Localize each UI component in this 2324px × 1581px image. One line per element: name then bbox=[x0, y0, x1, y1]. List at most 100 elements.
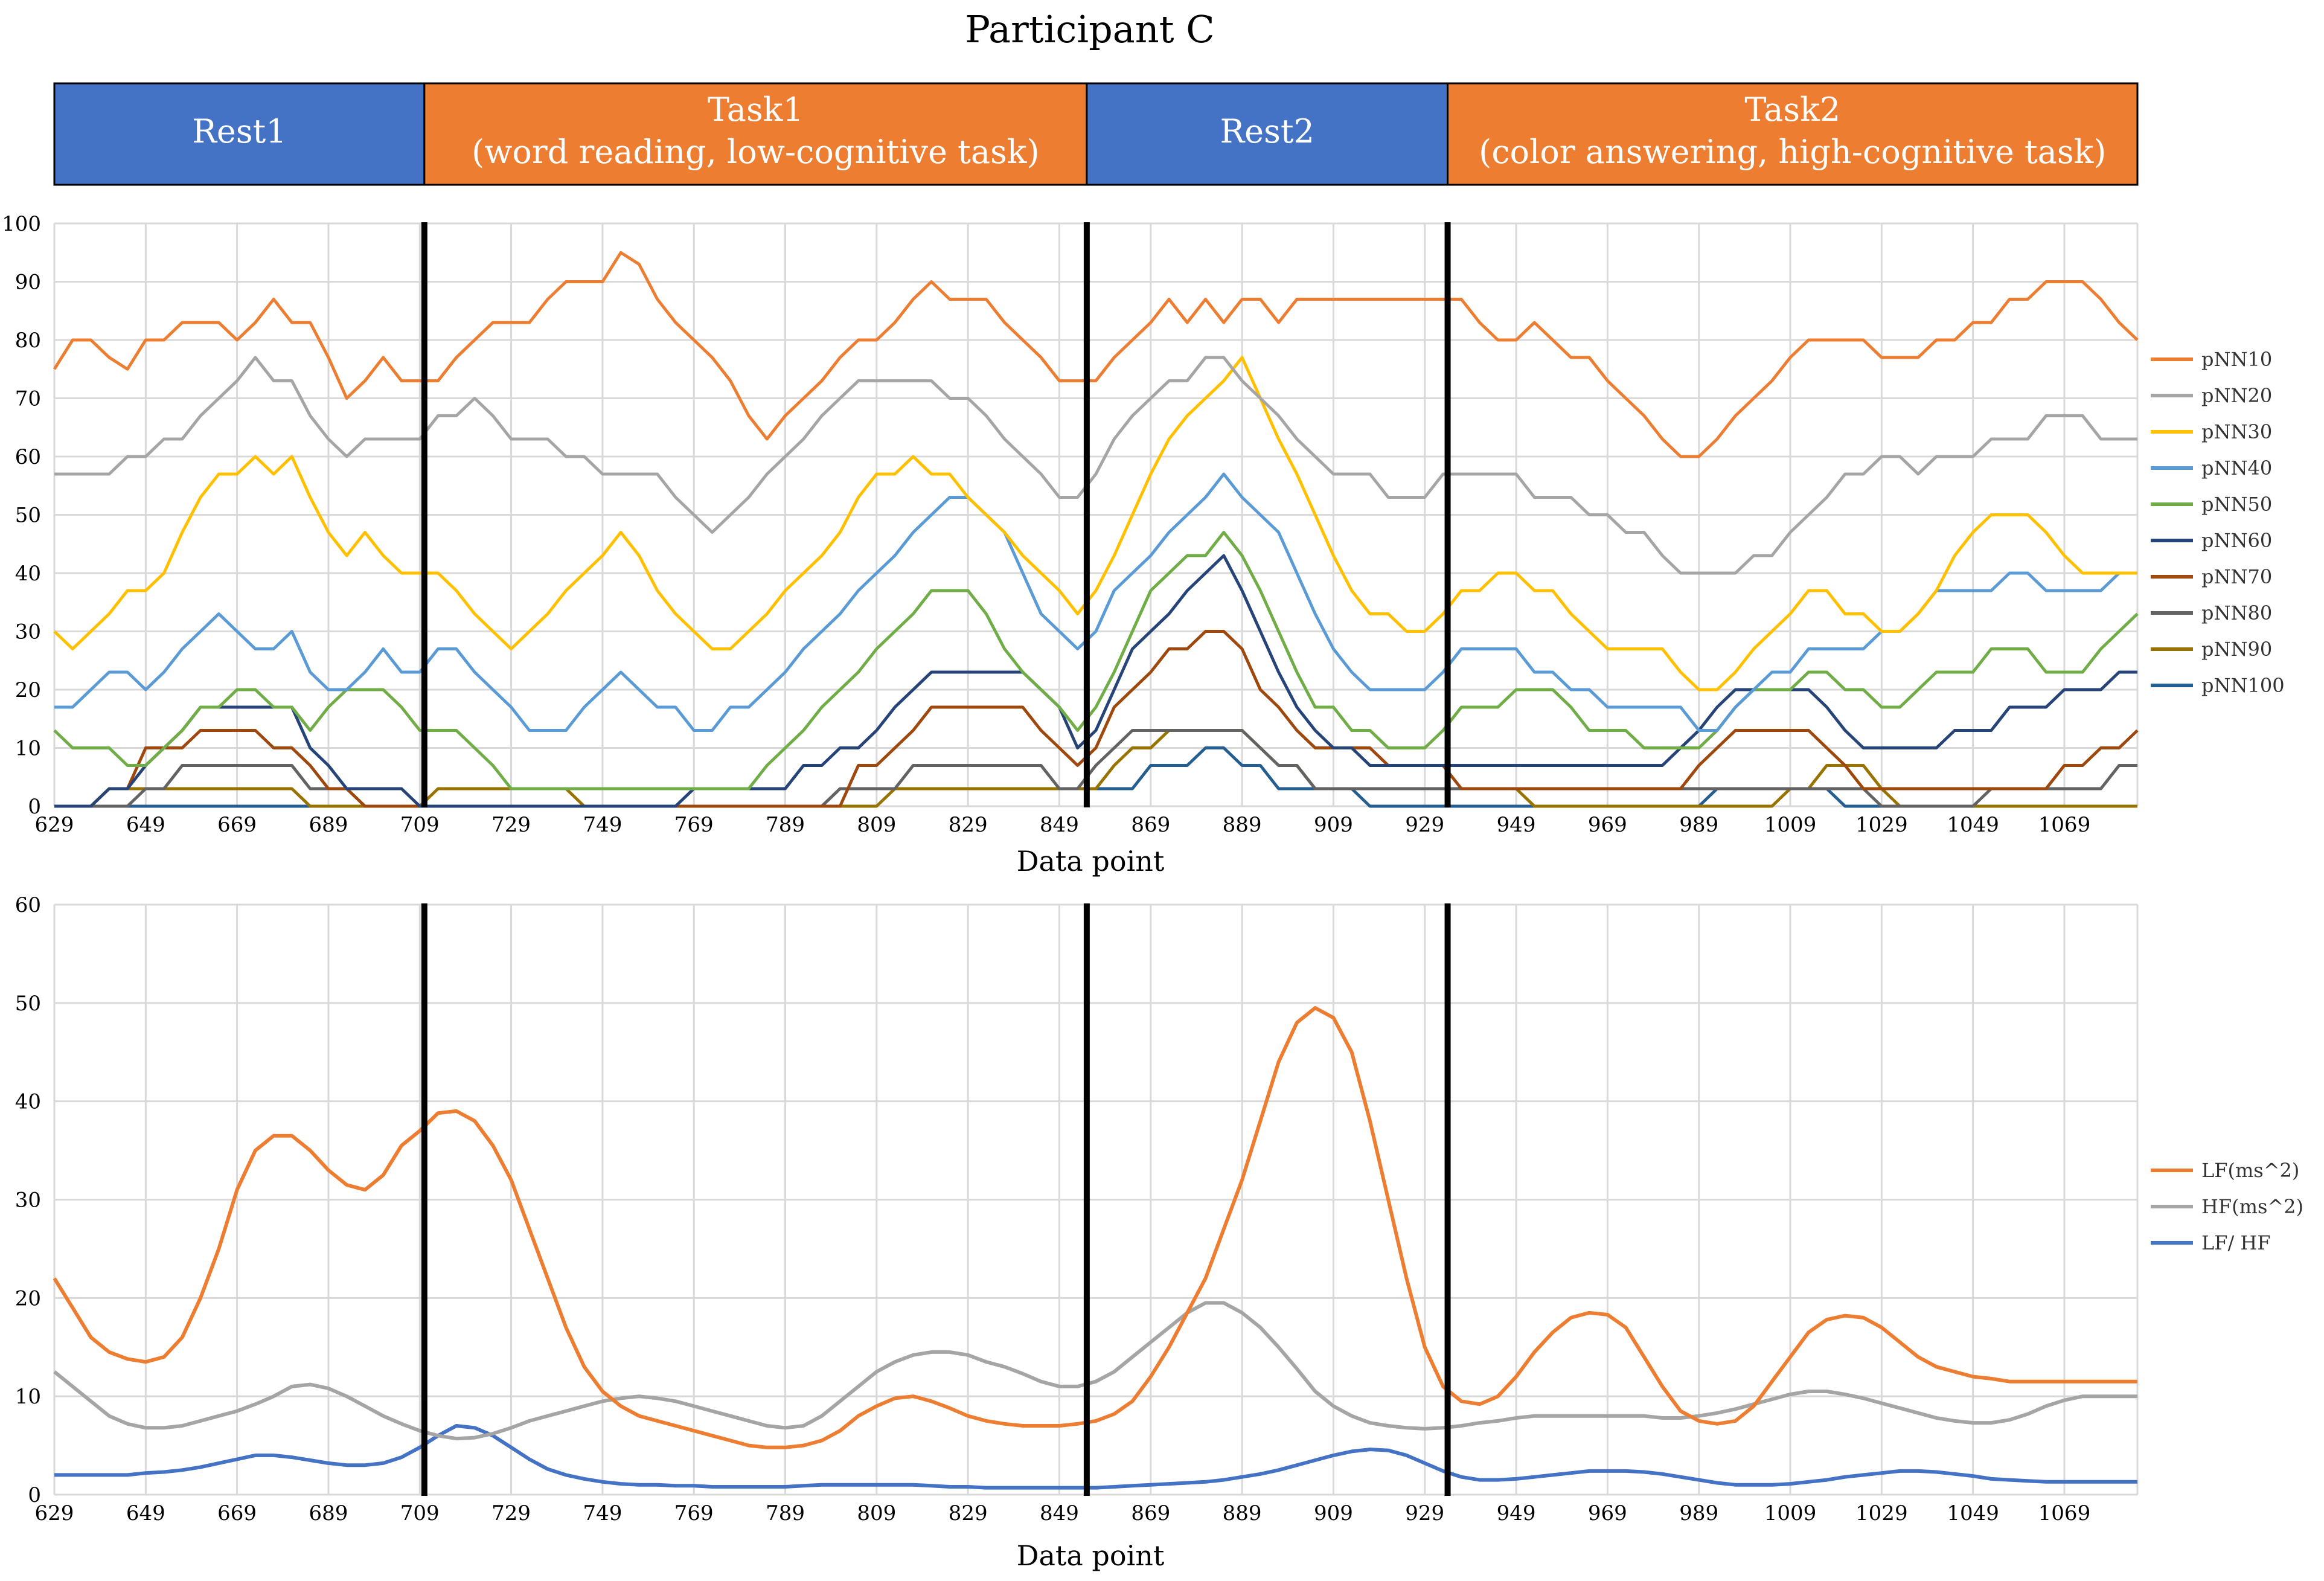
hrv-y-ticks: 0 10 20 30 40 50 60 bbox=[15, 893, 41, 1507]
hrv-xtick-729: 729 bbox=[491, 1501, 531, 1525]
pnn-xtick-969: 969 bbox=[1588, 813, 1627, 837]
hrv-xtick-669: 669 bbox=[217, 1501, 257, 1525]
pnn-legend-label-pnn90: pNN90 bbox=[2201, 638, 2272, 661]
phase-label-task2: Task2 bbox=[1744, 91, 1840, 129]
pnn-xtick-989: 989 bbox=[1679, 813, 1718, 837]
pnn-xtick-669: 669 bbox=[217, 813, 257, 837]
figure-title: Participant C bbox=[965, 7, 1214, 51]
phase-label-task1: Task1 bbox=[708, 91, 804, 129]
hrv-xtick-1029: 1029 bbox=[1855, 1501, 1908, 1525]
hrv-xtick-769: 769 bbox=[674, 1501, 714, 1525]
hrv-ytick-40: 40 bbox=[15, 1090, 41, 1114]
pnn-xtick-1049: 1049 bbox=[1947, 813, 1999, 837]
phase-label-rest2: Rest2 bbox=[1220, 112, 1314, 150]
phase-rest2 bbox=[1086, 82, 1449, 186]
hrv-xtick-949: 949 bbox=[1497, 1501, 1536, 1525]
pnn-series-pnn30 bbox=[53, 356, 2137, 691]
hrv-xtick-789: 789 bbox=[766, 1501, 805, 1525]
phase-rest1 bbox=[53, 82, 426, 186]
pnn-xtick-929: 929 bbox=[1405, 813, 1444, 837]
pnn-xtick-769: 769 bbox=[674, 813, 714, 837]
hrv-xtick-709: 709 bbox=[400, 1501, 440, 1525]
pnn-series-pnn70 bbox=[54, 630, 2139, 808]
pnn-x-axis-label: Data point bbox=[1017, 845, 1165, 877]
pnn-xtick-829: 829 bbox=[949, 813, 988, 837]
hrv-xtick-869: 869 bbox=[1131, 1501, 1170, 1525]
hrv-xtick-909: 909 bbox=[1314, 1501, 1353, 1525]
hrv-xtick-969: 969 bbox=[1588, 1501, 1627, 1525]
pnn-xtick-909: 909 bbox=[1314, 813, 1353, 837]
pnn-legend-label-pnn60: pNN60 bbox=[2201, 529, 2272, 552]
phase-sublabel-task1: (word reading, low-cognitive task) bbox=[472, 133, 1039, 171]
pnn-ytick-100: 100 bbox=[2, 212, 41, 236]
pnn-xtick-869: 869 bbox=[1131, 813, 1170, 837]
pnn-xtick-749: 749 bbox=[583, 813, 622, 837]
pnn-ytick-60: 60 bbox=[15, 445, 41, 469]
pnn-ytick-80: 80 bbox=[15, 329, 41, 353]
pnn-legend-label-pnn50: pNN50 bbox=[2201, 493, 2272, 516]
hrv-ytick-50: 50 bbox=[15, 992, 41, 1016]
pnn-legend-label-pnn40: pNN40 bbox=[2201, 457, 2272, 479]
hrv-x-axis-label: Data point bbox=[1017, 1539, 1165, 1572]
phase-task1 bbox=[423, 82, 1088, 186]
hrv-series bbox=[53, 1006, 2137, 1490]
pnn-xtick-709: 709 bbox=[400, 813, 440, 837]
hrv-x-ticks: 629 649 669 689 709 729 749 769 789 809 829 849 869 8… bbox=[35, 1501, 2091, 1525]
hrv-xtick-889: 889 bbox=[1223, 1501, 1262, 1525]
pnn-series bbox=[53, 251, 2139, 808]
pnn-legend-label-pnn80: pNN80 bbox=[2201, 601, 2272, 624]
pnn-legend-label-pnn30: pNN30 bbox=[2201, 420, 2272, 443]
hrv-series-lf-ms-2 bbox=[53, 1006, 2137, 1449]
pnn-series-pnn100 bbox=[54, 746, 2137, 808]
hrv-xtick-809: 809 bbox=[857, 1501, 896, 1525]
pnn-xtick-1069: 1069 bbox=[2038, 813, 2091, 837]
pnn-xtick-689: 689 bbox=[309, 813, 348, 837]
hrv-phase-dividers bbox=[421, 903, 1451, 1496]
hrv-legend-label-hf-ms-2: HF(ms^2) bbox=[2201, 1195, 2303, 1218]
pnn-phase-dividers bbox=[421, 222, 1451, 807]
pnn-gridlines bbox=[53, 222, 2139, 807]
pnn-legend-label-pnn70: pNN70 bbox=[2201, 565, 2272, 588]
pnn-series-pnn40 bbox=[54, 472, 2137, 732]
pnn-xtick-629: 629 bbox=[35, 813, 74, 837]
pnn-ytick-40: 40 bbox=[15, 562, 41, 586]
pnn-ytick-10: 10 bbox=[15, 737, 41, 761]
pnn-xtick-729: 729 bbox=[491, 813, 531, 837]
hrv-xtick-989: 989 bbox=[1679, 1501, 1718, 1525]
pnn-xtick-889: 889 bbox=[1223, 813, 1262, 837]
pnn-xtick-949: 949 bbox=[1497, 813, 1536, 837]
pnn-xtick-809: 809 bbox=[857, 813, 896, 837]
phase-bar: Rest1 Task1 (word reading, low-cognitive t… bbox=[53, 82, 2139, 186]
hrv-xtick-829: 829 bbox=[949, 1501, 988, 1525]
pnn-xtick-849: 849 bbox=[1040, 813, 1079, 837]
pnn-legend-label-pnn20: pNN20 bbox=[2201, 384, 2272, 407]
phase-sublabel-task2: (color answering, high-cognitive task) bbox=[1479, 133, 2106, 171]
pnn-y-ticks: 0 10 20 30 40 50 60 70 80 90 100 bbox=[2, 212, 41, 819]
pnn-xtick-649: 649 bbox=[126, 813, 165, 837]
pnn-ytick-90: 90 bbox=[15, 271, 41, 295]
hrv-series-lf-hf bbox=[54, 1424, 2137, 1490]
hrv-ytick-30: 30 bbox=[15, 1188, 41, 1213]
pnn-chart: 0 10 20 30 40 50 60 70 80 90 100 629 649 669 689 709 72… bbox=[2, 212, 2284, 877]
pnn-ytick-30: 30 bbox=[15, 620, 41, 644]
hrv-legend-label-lf-ms-2: LF(ms^2) bbox=[2201, 1159, 2299, 1182]
hrv-xtick-1069: 1069 bbox=[2038, 1501, 2091, 1525]
phase-task2 bbox=[1447, 82, 2139, 186]
hrv-ytick-60: 60 bbox=[15, 893, 41, 917]
hrv-xtick-689: 689 bbox=[309, 1501, 348, 1525]
hrv-legend: LF(ms^2) HF(ms^2) LF/ HF bbox=[2151, 1159, 2303, 1254]
pnn-ytick-70: 70 bbox=[15, 387, 41, 411]
hrv-xtick-629: 629 bbox=[35, 1501, 74, 1525]
pnn-xtick-789: 789 bbox=[766, 813, 805, 837]
pnn-x-ticks: 629 649 669 689 709 729 749 769 789 809 829 849 869 8… bbox=[35, 813, 2091, 837]
hrv-xtick-1049: 1049 bbox=[1947, 1501, 1999, 1525]
hrv-ytick-10: 10 bbox=[15, 1385, 41, 1409]
pnn-series-pnn90 bbox=[54, 729, 2137, 808]
pnn-ytick-20: 20 bbox=[15, 678, 41, 702]
hrv-gridlines bbox=[53, 903, 2139, 1496]
pnn-legend-label-pnn10: pNN10 bbox=[2201, 348, 2272, 371]
hrv-xtick-849: 849 bbox=[1040, 1501, 1079, 1525]
pnn-ytick-50: 50 bbox=[15, 504, 41, 528]
pnn-series-pnn20 bbox=[54, 356, 2137, 575]
